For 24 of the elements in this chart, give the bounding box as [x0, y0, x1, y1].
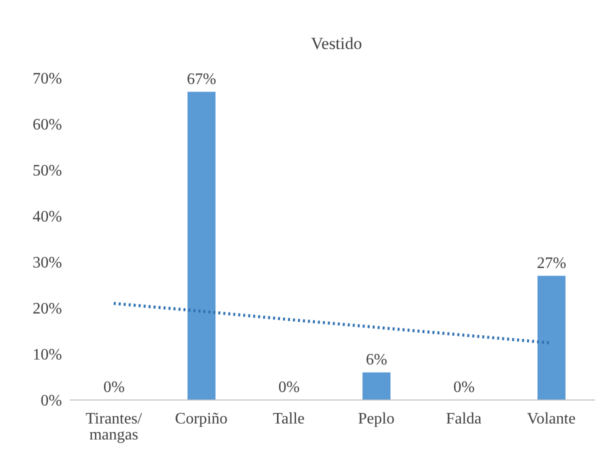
x-tick-label: Talle — [272, 410, 305, 428]
y-tick-label: 40% — [32, 208, 62, 226]
y-tick-label: 30% — [32, 254, 62, 272]
data-label: 0% — [103, 379, 125, 396]
y-tick-label: 20% — [32, 300, 62, 318]
bar — [538, 276, 566, 400]
y-tick-label: 60% — [32, 116, 62, 134]
data-label: 0% — [453, 379, 475, 396]
y-tick-label: 50% — [32, 162, 62, 180]
y-tick-label: 10% — [32, 346, 62, 364]
chart-title: Vestido — [310, 34, 363, 54]
y-tick-label: 70% — [32, 70, 62, 88]
data-label: 27% — [536, 254, 566, 272]
data-label: 6% — [366, 351, 388, 368]
x-tick-label: Volante — [526, 410, 576, 428]
x-tick-label: Falda — [446, 410, 482, 428]
x-tick-label: Corpiño — [175, 410, 228, 428]
y-tick-label: 0% — [40, 392, 62, 410]
x-tick-label: Peplo — [358, 410, 394, 428]
data-label: 0% — [278, 379, 300, 396]
x-tick-label: Tirantes/ mangas — [86, 410, 142, 444]
data-label: 67% — [186, 70, 216, 88]
bar — [362, 372, 390, 400]
bar — [188, 92, 216, 400]
